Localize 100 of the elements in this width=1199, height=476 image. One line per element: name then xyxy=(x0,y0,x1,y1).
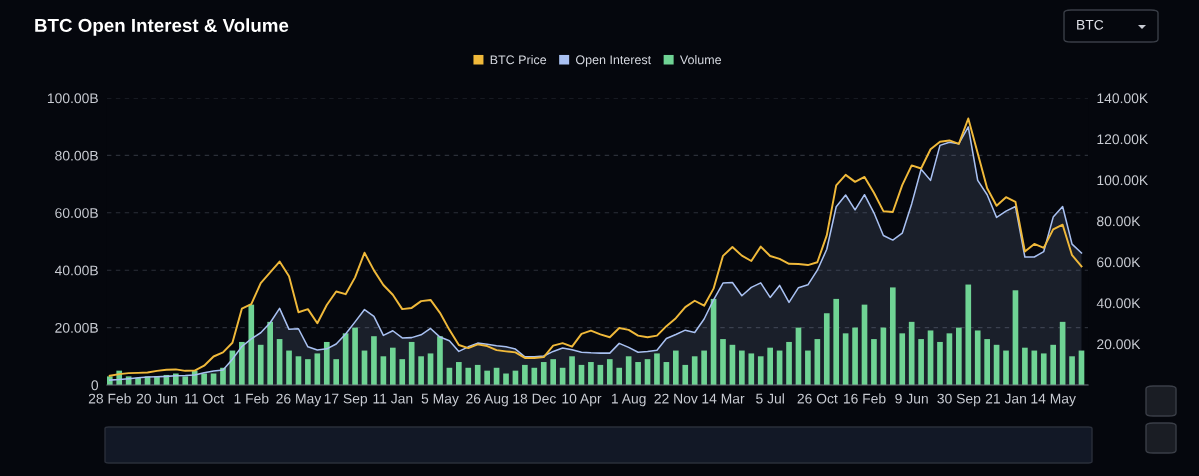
bar xyxy=(1003,350,1009,385)
chart-title: BTC Open Interest & Volume xyxy=(35,18,289,36)
bar xyxy=(1050,344,1057,385)
bar xyxy=(550,359,557,385)
bar xyxy=(248,304,255,385)
bar xyxy=(757,356,764,385)
bar xyxy=(984,339,990,385)
x-tick-label: 1 Aug xyxy=(611,393,646,407)
y2-tick-label: 140.00K xyxy=(1097,93,1149,104)
y-tick-label: 80.00B xyxy=(55,150,98,161)
bar xyxy=(748,353,755,385)
y-tick-label: 0 xyxy=(91,380,99,391)
y-tick-label: 20.00B xyxy=(55,322,98,333)
bar xyxy=(701,350,707,385)
bar xyxy=(531,367,538,385)
y2-tick-label: 80.00K xyxy=(1097,216,1141,227)
legend-label: BTC Price xyxy=(490,55,547,65)
bar xyxy=(352,327,358,385)
x-tick-label: 17 Sep xyxy=(324,393,368,407)
bar xyxy=(239,341,245,385)
x-tick-label: 5 Jul xyxy=(756,393,784,404)
x-tick-label: 14 May xyxy=(1031,393,1076,407)
bar xyxy=(399,359,406,385)
bar xyxy=(937,341,943,385)
bar xyxy=(522,364,528,385)
y2-tick-label: 100.00K xyxy=(1097,175,1149,186)
bar xyxy=(333,359,340,385)
y-tick-label: 60.00B xyxy=(55,208,98,218)
bar xyxy=(201,373,207,385)
bar xyxy=(616,367,623,385)
x-tick-label: 1 Feb xyxy=(234,393,269,404)
x-tick-label: 30 Sep xyxy=(937,393,981,407)
bar xyxy=(889,287,896,385)
bar xyxy=(257,344,264,385)
bar xyxy=(720,339,726,385)
x-tick-label: 26 Aug xyxy=(466,393,508,407)
bar xyxy=(654,353,660,385)
bar xyxy=(965,284,972,385)
bar xyxy=(908,321,915,385)
bar xyxy=(956,327,962,385)
bar xyxy=(503,373,509,385)
bar xyxy=(786,341,792,385)
bar xyxy=(672,350,679,385)
y-tick-label: 40.00B xyxy=(54,265,98,276)
bar xyxy=(465,367,472,385)
bar xyxy=(182,376,189,385)
x-tick-label: 16 Feb xyxy=(843,393,886,404)
bar xyxy=(1031,350,1038,385)
bar xyxy=(1040,353,1047,385)
bar xyxy=(456,362,462,385)
x-tick-label: 22 Nov xyxy=(654,393,698,404)
bar xyxy=(371,336,377,385)
x-tick-label: 28 Feb xyxy=(88,393,131,404)
bar xyxy=(606,359,613,385)
x-tick-label: 5 May xyxy=(421,393,459,407)
legend-label: Open Interest xyxy=(576,55,652,67)
y2-tick-label: 20.00K xyxy=(1097,339,1141,350)
bar xyxy=(220,367,226,385)
bar xyxy=(833,298,840,385)
bar xyxy=(899,333,906,385)
bar xyxy=(323,341,330,385)
bar xyxy=(691,356,698,385)
y2-tick-label: 40.00K xyxy=(1096,298,1141,309)
text: BTC xyxy=(1077,19,1104,30)
bar xyxy=(540,362,547,385)
y-tick-label: 100.00B xyxy=(47,93,98,104)
bar xyxy=(852,327,858,385)
x-tick-label: 10 Apr xyxy=(562,393,602,407)
bar xyxy=(1069,356,1075,385)
x-tick-label: 14 Mar xyxy=(702,393,745,404)
bar xyxy=(1022,347,1028,385)
bar xyxy=(805,350,811,385)
bar xyxy=(484,370,490,385)
x-tick-label: 11 Jan xyxy=(373,393,413,404)
bar xyxy=(823,313,830,385)
bar xyxy=(974,330,981,385)
bar xyxy=(286,350,292,385)
bar xyxy=(418,356,424,385)
bar xyxy=(305,359,311,385)
bar xyxy=(635,362,641,385)
y2-tick-label: 60.00K xyxy=(1097,257,1141,268)
x-tick-label: 26 May xyxy=(276,393,322,407)
bar xyxy=(408,341,415,385)
x-tick-label: 11 Oct xyxy=(185,393,224,404)
bar xyxy=(682,364,689,385)
bar xyxy=(267,321,273,385)
x-tick-label: 21 Jan xyxy=(985,393,1026,404)
bar xyxy=(767,347,773,385)
bar xyxy=(474,364,481,385)
bar xyxy=(389,347,396,385)
bar xyxy=(918,339,924,385)
bar xyxy=(569,356,575,385)
bar xyxy=(871,339,877,385)
x-tick-label: 9 Jun xyxy=(895,393,928,404)
legend-label: Volume xyxy=(679,55,722,65)
bar xyxy=(588,362,594,385)
x-tick-label: 26 Oct xyxy=(797,393,838,404)
bar xyxy=(437,336,443,385)
x-tick-label: 18 Dec xyxy=(513,393,556,404)
y2-tick-label: 120.00K xyxy=(1097,134,1149,145)
